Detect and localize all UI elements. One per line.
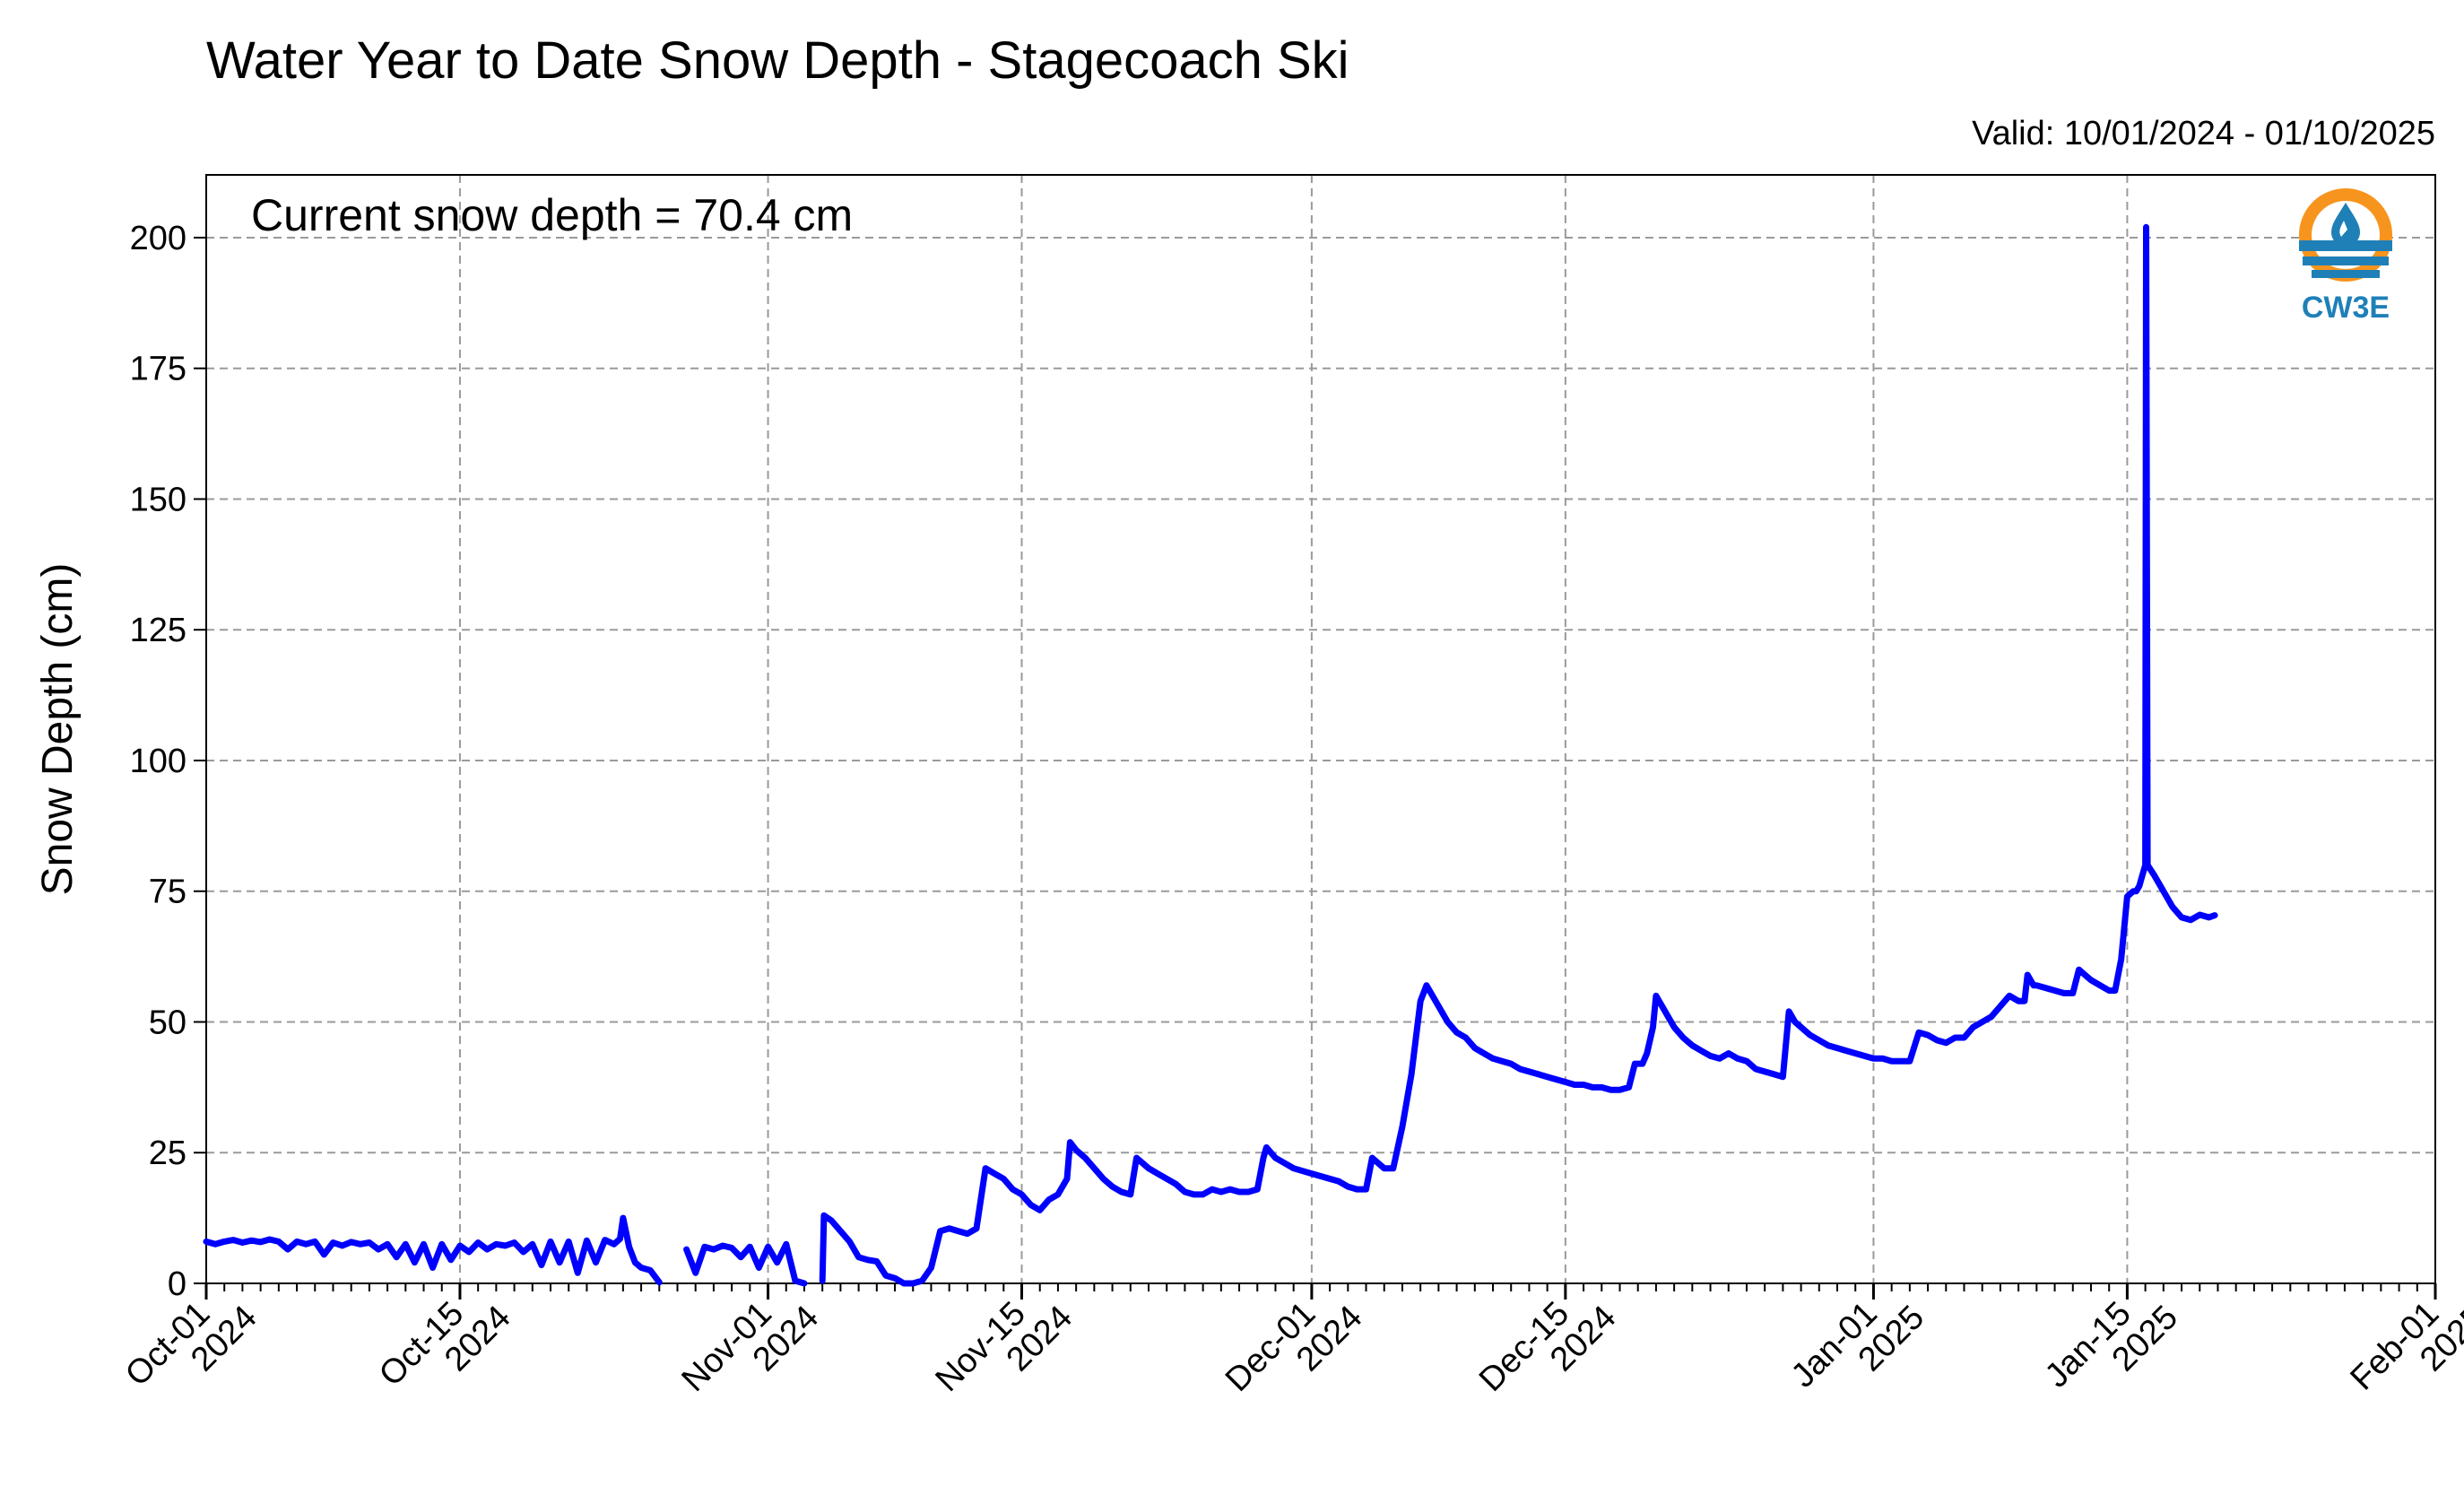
cw3e-logo: CW3E xyxy=(2299,188,2392,325)
y-tick-label: 175 xyxy=(130,351,187,388)
y-tick-label: 100 xyxy=(130,743,187,780)
y-axis: 0 25 50 75 100 125 150 175 200 xyxy=(130,220,206,1303)
x-tick-label: Dec-152024 xyxy=(1472,1274,1624,1425)
y-tick-label: 125 xyxy=(130,612,187,649)
water-drop-icon xyxy=(2331,203,2360,246)
grid-lines xyxy=(206,175,2435,1283)
snow-depth-series-line xyxy=(683,1240,808,1287)
chart-subtitle: Valid: 10/01/2024 - 01/10/2025 xyxy=(1972,115,2435,152)
x-tick-label: Jan-012025 xyxy=(1784,1274,1931,1421)
logo-wave-middle xyxy=(2303,256,2389,265)
x-tick-label: Feb-012025 xyxy=(2344,1274,2464,1423)
y-tick-label: 0 xyxy=(168,1265,187,1303)
x-axis-minor-ticks xyxy=(205,1283,2436,1291)
y-tick-label: 150 xyxy=(130,481,187,518)
logo-drop-highlight xyxy=(2339,221,2347,237)
current-depth-annotation: Current snow depth = 70.4 cm xyxy=(251,190,853,240)
chart-title: Water Year to Date Snow Depth - Stagecoa… xyxy=(206,31,1349,90)
logo-text: CW3E xyxy=(2302,291,2390,325)
x-axis: Oct-012024 Oct-152024 Nov-012024 Nov-152024… xyxy=(118,1274,2464,1425)
plot-area-frame xyxy=(205,174,2436,1284)
snow-depth-series-line xyxy=(203,1214,663,1286)
snow-depth-series-line xyxy=(819,223,2218,1287)
y-axis-label: Snow Depth (cm) xyxy=(34,563,82,896)
y-tick-label: 75 xyxy=(149,874,187,911)
x-tick-label: Jan-152025 xyxy=(2038,1274,2185,1421)
series-group xyxy=(203,223,2218,1287)
x-tick-label: Nov-012024 xyxy=(675,1274,827,1425)
y-tick-label: 50 xyxy=(149,1004,187,1041)
x-tick-label: Oct-012024 xyxy=(118,1274,265,1420)
x-tick-label: Nov-152024 xyxy=(929,1274,1080,1425)
x-tick-label: Dec-012024 xyxy=(1219,1274,1370,1425)
y-tick-label: 25 xyxy=(149,1135,187,1172)
y-tick-label: 200 xyxy=(130,220,187,257)
x-tick-label: Oct-152024 xyxy=(372,1274,518,1420)
logo-wave-bottom xyxy=(2312,270,2380,278)
